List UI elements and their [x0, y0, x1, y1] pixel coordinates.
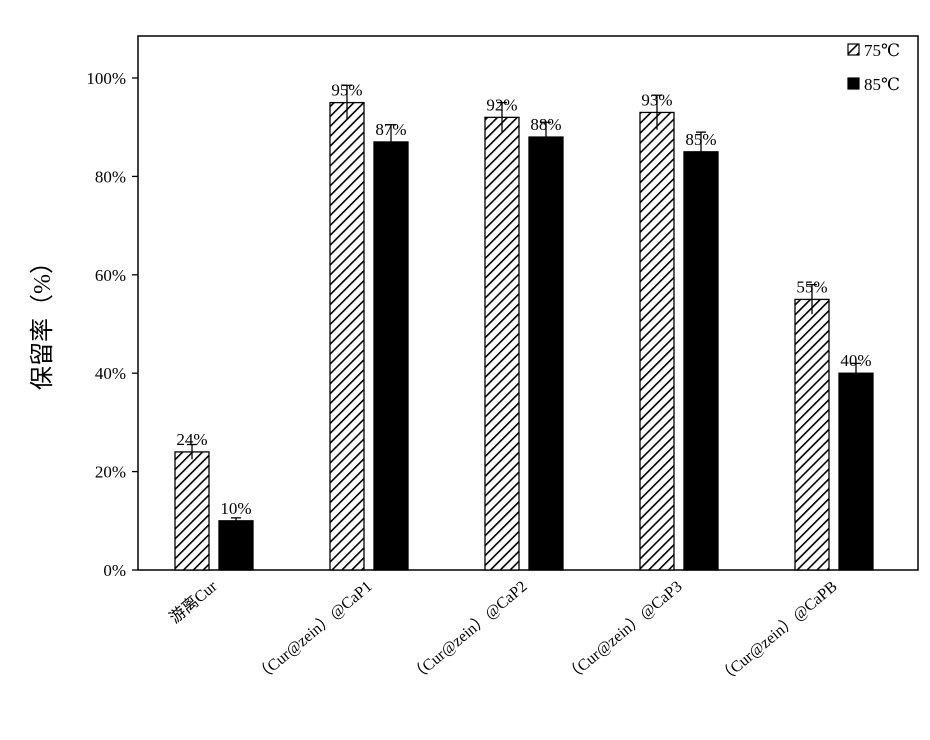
data-label: 10%	[220, 499, 251, 518]
bar-75c	[175, 452, 209, 570]
data-label: 85%	[685, 130, 716, 149]
y-tick-label: 40%	[95, 364, 126, 383]
y-tick-label: 0%	[103, 561, 126, 580]
x-category-label: （Cur@zein）@CaP2	[407, 577, 531, 685]
x-category-label: （Cur@zein）@CaPB	[715, 577, 841, 687]
data-label: 40%	[840, 351, 871, 370]
y-tick-label: 60%	[95, 266, 126, 285]
legend-label: 85℃	[864, 75, 900, 94]
data-label: 87%	[375, 120, 406, 139]
x-category-label: 游离Cur	[166, 577, 221, 627]
bar-75c	[330, 103, 364, 570]
x-category-label: （Cur@zein）@CaP1	[252, 577, 376, 685]
data-label: 24%	[176, 430, 207, 449]
bar-75c	[485, 117, 519, 570]
y-tick-label: 100%	[86, 69, 126, 88]
bar-85c	[219, 521, 253, 570]
bar-85c	[684, 152, 718, 570]
legend-label: 75℃	[864, 41, 900, 60]
bar-75c	[795, 299, 829, 570]
y-tick-label: 20%	[95, 463, 126, 482]
bar-85c	[839, 373, 873, 570]
data-label: 93%	[641, 90, 672, 109]
x-category-label: （Cur@zein）@CaP3	[562, 577, 686, 685]
data-label: 55%	[796, 277, 827, 296]
data-label: 88%	[530, 115, 561, 134]
data-label: 92%	[486, 95, 517, 114]
y-axis-label: 保留率（%）	[29, 250, 56, 390]
y-tick-label: 80%	[95, 167, 126, 186]
legend-swatch	[848, 78, 859, 89]
data-label: 95%	[331, 81, 362, 100]
bar-75c	[640, 112, 674, 570]
legend-swatch	[848, 44, 859, 55]
bar-85c	[529, 137, 563, 570]
bar-85c	[374, 142, 408, 570]
